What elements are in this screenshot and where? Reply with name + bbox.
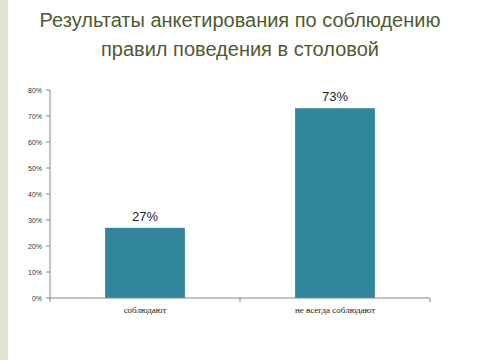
slide-frame (0, 0, 8, 360)
y-tick (46, 298, 50, 299)
y-tick (46, 220, 50, 221)
chart-title: Результаты анкетирования по соблюдению п… (20, 6, 460, 64)
y-tick-label: 20% (28, 243, 42, 250)
y-tick-label: 50% (28, 165, 42, 172)
y-tick-label: 80% (28, 87, 42, 94)
x-tick-label: не всегда соблюдают (295, 305, 375, 315)
y-tick-label: 30% (28, 217, 42, 224)
x-tick (430, 298, 431, 302)
y-tick-label: 0% (32, 295, 42, 302)
bar (105, 228, 185, 298)
data-label: 73% (322, 89, 348, 104)
y-tick (46, 90, 50, 91)
bar (295, 108, 375, 298)
y-tick (46, 246, 50, 247)
x-tick (50, 298, 51, 302)
x-tick (240, 298, 241, 302)
slide: Результаты анкетирования по соблюдению п… (0, 0, 480, 360)
y-tick (46, 272, 50, 273)
data-label: 27% (132, 209, 158, 224)
y-tick (46, 194, 50, 195)
x-tick-label: соблюдают (124, 305, 167, 315)
y-tick (46, 116, 50, 117)
y-tick-label: 60% (28, 139, 42, 146)
y-tick-label: 70% (28, 113, 42, 120)
y-tick-label: 10% (28, 269, 42, 276)
bars (105, 108, 375, 298)
y-tick (46, 168, 50, 169)
y-tick-label: 40% (28, 191, 42, 198)
y-tick (46, 142, 50, 143)
chart-svg: 0% 10% 20% 30% 40% 50% 60% 70% 80% соблюдают не вс… (0, 0, 480, 360)
